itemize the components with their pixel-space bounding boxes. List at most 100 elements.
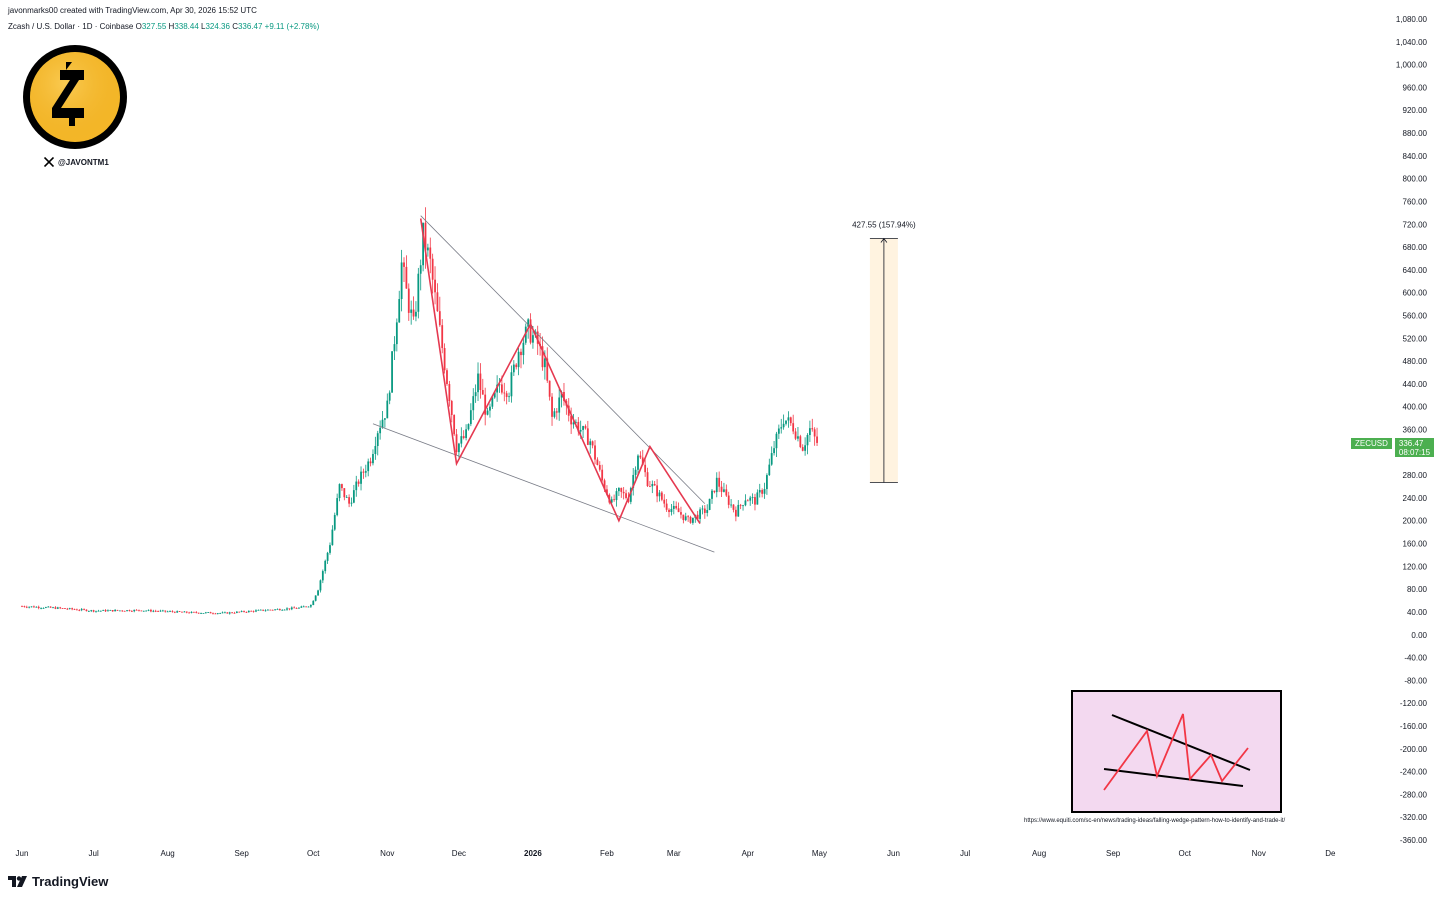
candle-body (116, 609, 119, 611)
candle-body (255, 610, 257, 612)
time-tick-label: Nov (380, 849, 394, 858)
candle-body (761, 490, 764, 494)
candle-body (522, 342, 525, 356)
candle-body (744, 500, 747, 506)
price-axis[interactable]: 1,080.00 1,040.00 1,000.00 960.00 920.00 880.… (1396, 15, 1428, 845)
time-tick-label: Jun (16, 849, 29, 858)
candle-body (797, 436, 799, 439)
candle-body (754, 497, 756, 505)
candle-body (529, 319, 532, 343)
price-tick-label: -200.00 (1400, 745, 1428, 754)
candle-body (341, 484, 343, 489)
candle-body (142, 610, 145, 612)
candle-body (314, 595, 317, 601)
candle-body (474, 392, 477, 397)
candle-body (453, 414, 456, 435)
candle-body (173, 611, 176, 613)
candle-body (121, 610, 124, 612)
candle-body (816, 436, 818, 443)
candle-body (577, 421, 580, 432)
time-axis[interactable]: Jun Jul Aug Sep Oct Nov Dec 2026 Feb Mar Apr May Jun… (16, 849, 1336, 858)
symbol-description: Zcash / U.S. Dollar · 1D · Coinbase (8, 22, 134, 31)
candle-body (498, 384, 501, 386)
price-tick-label: 640.00 (1403, 266, 1428, 275)
price-tick-label: 0.00 (1411, 631, 1427, 640)
candle-body (675, 505, 678, 509)
candle-body (66, 608, 69, 610)
candle-body (195, 612, 198, 613)
candle-body (677, 508, 680, 513)
candle-body (403, 262, 405, 267)
time-tick-label: Feb (600, 849, 614, 858)
candle-body (460, 436, 463, 444)
candle-body (25, 606, 28, 608)
candle-body (734, 509, 737, 517)
candle-body (118, 610, 121, 612)
candle-body (372, 453, 374, 464)
candle-body (610, 499, 613, 503)
candle-body (641, 457, 644, 465)
price-tick-label: 280.00 (1403, 471, 1428, 480)
candle-body (207, 612, 210, 613)
candle-body (376, 433, 379, 446)
candle-body (364, 471, 367, 473)
candle-body (462, 436, 465, 439)
tradingview-logo[interactable]: TradingView (8, 874, 108, 889)
candle-body (395, 322, 398, 345)
candle-body (794, 431, 797, 439)
candle-body (799, 436, 802, 448)
candle-body (691, 517, 694, 523)
time-tick-label: Mar (667, 849, 681, 858)
price-tick-label: -160.00 (1400, 722, 1428, 731)
zigzag-line (419, 218, 701, 525)
candle-body (324, 560, 327, 572)
candle-body (209, 612, 212, 614)
candle-body (33, 606, 35, 608)
candle-body (305, 606, 308, 608)
price-tick-label: 600.00 (1403, 289, 1428, 298)
candle-body (417, 273, 420, 312)
candle-body (773, 448, 775, 454)
candle-body (782, 423, 785, 428)
candle-body (216, 613, 219, 615)
candle-body (598, 464, 601, 470)
candle-body (233, 612, 236, 614)
candle-body (634, 469, 637, 475)
measure-arrowhead (880, 237, 888, 243)
candle-body (450, 401, 453, 415)
candle-body (467, 424, 470, 430)
candle-body (64, 608, 66, 609)
candle-body (768, 464, 771, 476)
high-value: 338.44 (174, 22, 199, 31)
open-value: 327.55 (141, 22, 167, 31)
candle-body (629, 488, 632, 502)
time-tick-label: Sep (235, 849, 250, 858)
candle-body (622, 491, 625, 494)
candle-body (128, 610, 131, 612)
candle-body (369, 461, 372, 464)
zigzag-pattern (419, 218, 701, 525)
candle-body (183, 611, 186, 613)
price-tick-label: 760.00 (1403, 197, 1428, 206)
candle-body (338, 484, 341, 499)
candle-body (663, 499, 666, 504)
candle-body (386, 400, 389, 419)
falling-wedge-lines (372, 215, 715, 553)
candle-body (644, 464, 647, 473)
candle-body (219, 613, 222, 614)
candle-body (30, 606, 33, 608)
candle-body (458, 443, 460, 453)
candle-body (111, 610, 114, 612)
candle-body (171, 611, 174, 613)
candle-body (426, 247, 429, 251)
candle-body (649, 486, 651, 487)
candle-body (572, 422, 575, 425)
candle-body (23, 606, 26, 608)
candle-body (102, 609, 105, 611)
price-tick-label: 1,080.00 (1396, 15, 1428, 24)
candle-body (35, 606, 38, 608)
price-tick-label: 480.00 (1403, 357, 1428, 366)
candle-body (520, 351, 522, 356)
candle-body (541, 346, 544, 368)
